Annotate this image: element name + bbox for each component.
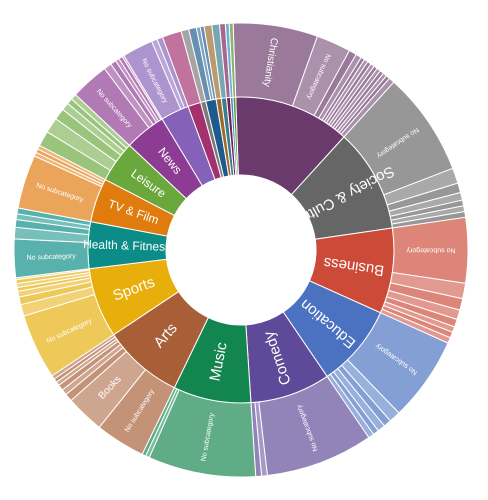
inner-label-health-and-fitness: Health & Fitness — [83, 237, 171, 254]
outer-label-no-subcategory: No subcategory — [406, 246, 456, 253]
outer-slice-category-21[interactable] — [228, 22, 237, 98]
outer-label-no-subcategory: No subcategory — [27, 253, 77, 262]
